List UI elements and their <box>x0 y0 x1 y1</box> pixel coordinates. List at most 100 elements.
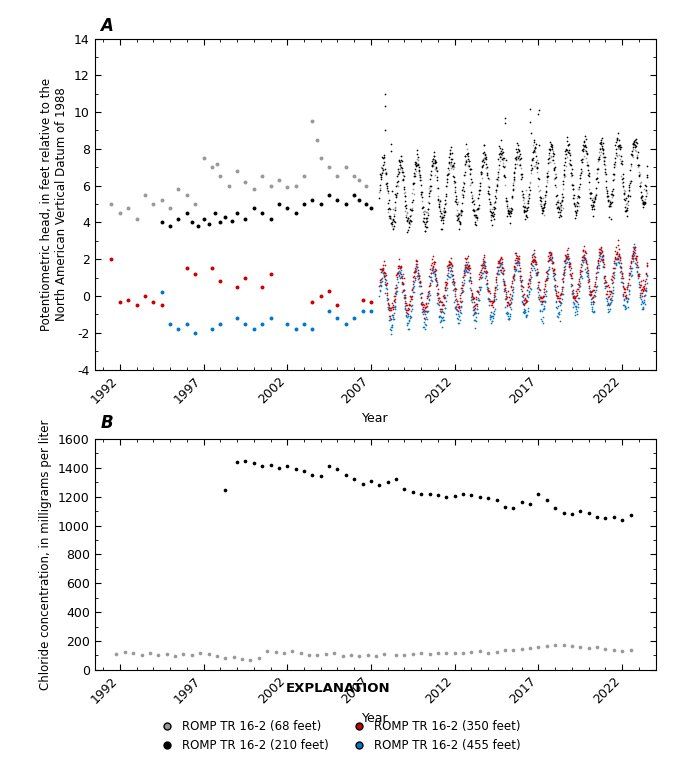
Point <box>386 138 397 150</box>
Point <box>512 265 523 277</box>
Point <box>592 641 602 653</box>
Point <box>393 162 404 175</box>
Point <box>446 162 457 174</box>
Point <box>450 288 460 300</box>
Point <box>394 260 405 273</box>
Point <box>631 254 642 266</box>
Point <box>490 186 501 199</box>
Point <box>515 270 526 282</box>
Point <box>602 280 612 292</box>
Point <box>604 199 615 212</box>
Point <box>613 243 624 256</box>
Point <box>556 296 566 309</box>
Point <box>446 258 457 270</box>
Point <box>525 275 535 287</box>
Point <box>595 137 606 149</box>
Point <box>573 301 583 313</box>
Point <box>575 271 585 283</box>
Point <box>623 301 633 313</box>
Point <box>519 298 530 310</box>
Point <box>387 297 397 310</box>
Point <box>508 179 518 191</box>
Point <box>498 152 509 165</box>
Point <box>571 300 582 313</box>
Point <box>496 147 507 159</box>
Point <box>416 303 427 315</box>
Point <box>444 258 455 270</box>
Point <box>416 186 427 198</box>
Point <box>562 242 573 254</box>
Point <box>476 172 487 184</box>
Point <box>617 172 627 185</box>
Point <box>531 268 542 280</box>
Point <box>422 305 433 317</box>
Point <box>592 167 602 179</box>
Point <box>624 190 635 203</box>
Point <box>479 250 490 263</box>
Point <box>544 156 554 168</box>
Point <box>610 159 621 172</box>
Point <box>566 169 577 182</box>
Point <box>639 196 650 208</box>
Point <box>374 280 385 293</box>
Point <box>499 279 510 291</box>
Point <box>540 278 551 290</box>
Point <box>543 165 554 177</box>
Point <box>458 271 468 283</box>
Point <box>632 146 643 159</box>
Point <box>450 183 460 196</box>
Point <box>576 164 587 176</box>
Point <box>549 280 560 293</box>
Point <box>639 196 650 209</box>
Point <box>631 250 642 263</box>
Point <box>545 251 556 263</box>
Point <box>464 259 475 271</box>
Point <box>453 313 464 325</box>
Point <box>621 205 632 217</box>
Point <box>606 292 617 304</box>
Point <box>521 309 532 321</box>
Point <box>366 305 377 317</box>
Point <box>400 292 410 304</box>
Point <box>583 164 594 176</box>
Point <box>624 263 635 275</box>
Point <box>404 215 414 227</box>
Point <box>479 139 489 151</box>
Point <box>592 257 603 270</box>
Point <box>510 246 521 259</box>
Point <box>567 290 578 303</box>
Point <box>485 306 496 318</box>
Point <box>433 287 443 300</box>
Point <box>136 648 147 661</box>
Point <box>493 255 504 267</box>
Point <box>587 303 598 315</box>
Point <box>641 268 652 280</box>
Point <box>610 251 621 263</box>
Point <box>391 283 402 295</box>
Point <box>587 296 598 308</box>
Point <box>413 267 424 280</box>
Point <box>393 259 404 272</box>
Point <box>626 269 637 281</box>
Point <box>419 317 430 330</box>
Point <box>604 303 615 316</box>
Point <box>510 160 521 172</box>
Point <box>417 308 428 320</box>
Point <box>529 255 539 267</box>
Point <box>518 204 529 216</box>
Point <box>526 255 537 267</box>
Point <box>399 186 410 199</box>
Point <box>468 303 479 316</box>
Point <box>593 153 604 166</box>
Point <box>434 295 445 307</box>
Point <box>573 190 584 203</box>
Point <box>406 204 417 216</box>
Point <box>499 169 510 181</box>
Point <box>516 290 527 302</box>
Point <box>220 211 231 223</box>
Point <box>589 189 600 202</box>
Point <box>525 102 535 115</box>
Point <box>491 273 502 286</box>
Point <box>441 176 452 189</box>
Point <box>491 280 502 292</box>
